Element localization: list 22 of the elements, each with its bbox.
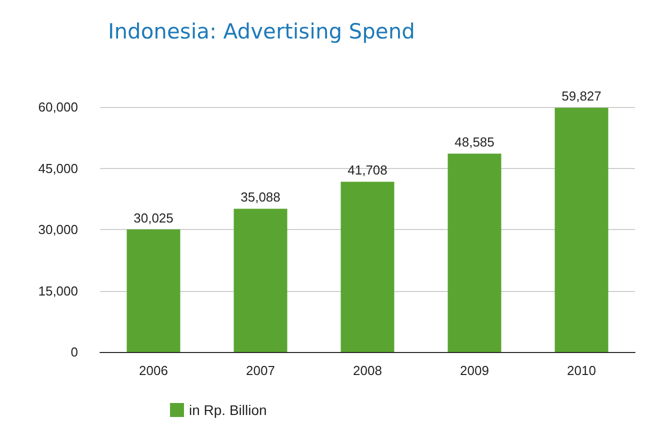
x-tick-label: 2009 xyxy=(460,363,489,378)
data-label: 59,827 xyxy=(562,88,602,104)
bar xyxy=(340,182,394,352)
x-tick-label: 2006 xyxy=(139,363,168,378)
data-label: 41,708 xyxy=(348,162,388,178)
y-tick-label: 45,000 xyxy=(38,160,78,176)
y-tick-label: 60,000 xyxy=(38,100,78,114)
bar xyxy=(126,229,180,352)
x-tick-label: 2007 xyxy=(246,363,275,378)
chart-title: Indonesia: Advertising Spend xyxy=(108,20,415,44)
x-tick-label: 2010 xyxy=(567,363,596,378)
data-label: 48,585 xyxy=(454,134,494,150)
bar xyxy=(234,208,288,352)
y-tick-label: 15,000 xyxy=(38,283,78,298)
data-label: 35,088 xyxy=(240,190,280,205)
x-tick-label: 2008 xyxy=(353,363,382,378)
y-tick-label: 0 xyxy=(70,344,78,360)
y-tick-label: 30,000 xyxy=(38,222,78,237)
bar xyxy=(554,108,608,352)
legend-label: in Rp. Billion xyxy=(189,402,267,418)
data-label: 30,025 xyxy=(134,210,174,226)
bar xyxy=(448,154,502,352)
